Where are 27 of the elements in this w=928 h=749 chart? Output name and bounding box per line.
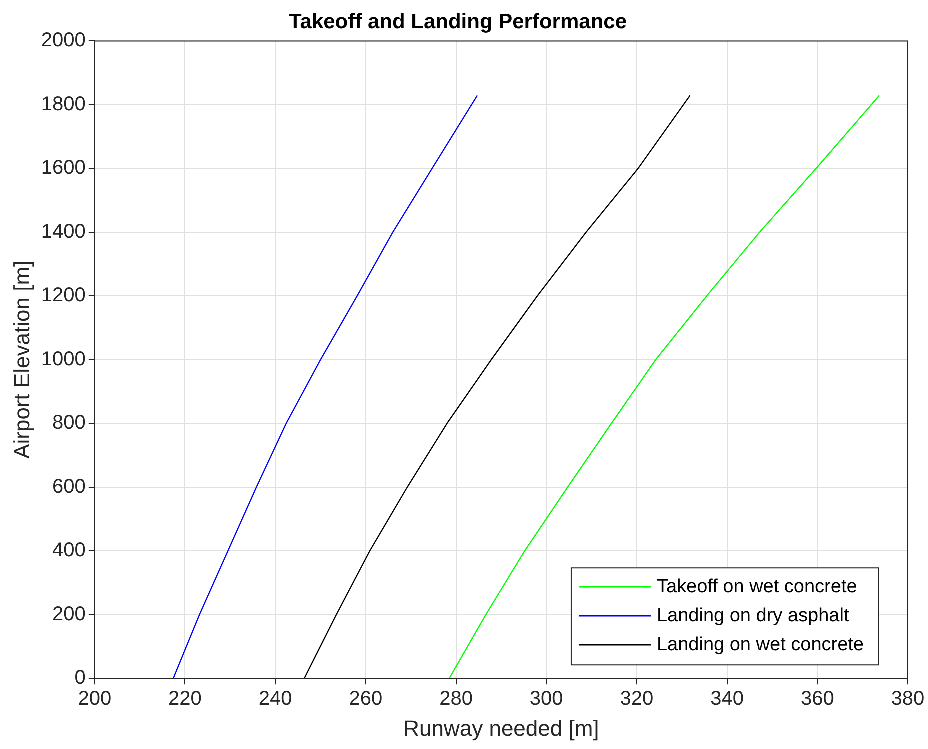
- y-axis-title: Airport Elevation [m]: [9, 260, 34, 459]
- y-tick-label: 1600: [41, 157, 86, 180]
- y-tick-label: 1400: [41, 220, 86, 243]
- legend-label: Takeoff on wet concrete: [656, 576, 858, 598]
- legend-label: Landing on dry asphalt: [656, 605, 850, 626]
- y-tick-label: 1000: [41, 348, 86, 370]
- x-tick-label: 220: [168, 688, 202, 710]
- x-axis-title: Runway needed [m]: [404, 716, 600, 741]
- y-tick-label: 600: [52, 476, 86, 498]
- y-tick-label: 200: [52, 603, 86, 626]
- y-tick-label: 0: [74, 667, 86, 690]
- x-tick-label: 260: [349, 688, 383, 710]
- y-tick-label: 2000: [41, 30, 86, 52]
- chart-title: Takeoff and Landing Performance: [289, 10, 627, 34]
- x-tick-label: 200: [78, 688, 112, 710]
- x-tick-label: 300: [530, 688, 564, 710]
- y-tick-label: 1800: [41, 93, 86, 116]
- y-tick-label: 1200: [41, 284, 86, 307]
- x-tick-label: 380: [891, 688, 925, 710]
- y-tick-label: 400: [52, 540, 86, 562]
- x-tick-label: 320: [620, 688, 654, 710]
- x-tick-label: 280: [440, 688, 473, 710]
- x-tick-label: 240: [258, 688, 292, 710]
- legend-label: Landing on wet concrete: [656, 634, 864, 656]
- y-tick-label: 800: [52, 412, 86, 434]
- x-tick-label: 360: [800, 688, 834, 710]
- x-tick-label: 340: [710, 688, 744, 710]
